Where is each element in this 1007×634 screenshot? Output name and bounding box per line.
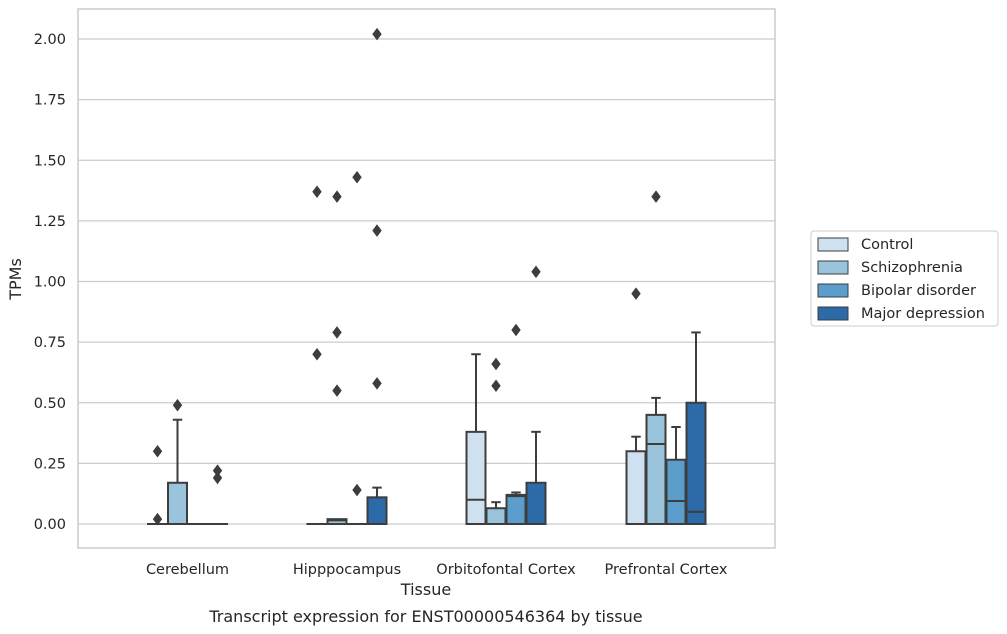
box [485,507,507,525]
box [465,430,487,526]
outlier-point [372,224,382,237]
box-group-orbitofontal-cortex [465,265,547,526]
box [665,458,687,525]
box [505,493,527,525]
outlier-point [352,483,362,497]
outlier-point [312,347,322,361]
plot-frame [77,8,776,549]
x-tick-label: Prefrontal Cortex [605,562,728,578]
y-tick-label: 0.75 [34,335,66,351]
outlier-point [312,185,322,199]
box-groups [147,27,707,526]
legend-swatch [817,237,849,252]
box [326,518,348,526]
outlier-point [212,464,223,477]
legend-label: Major depression [861,306,985,322]
legend-label: Schizophrenia [861,260,963,276]
outlier-point [372,377,382,390]
y-tick-label: 1.00 [34,275,66,291]
outlier-point [332,326,342,339]
y-tick-label: 0.00 [34,517,66,533]
legend-frame [810,230,999,327]
outlier-point [491,357,501,371]
x-axis-label: Tissue [400,580,451,599]
box [625,450,647,525]
x-tick-label: Orbitofontal Cortex [436,562,576,578]
outlier-point [511,323,521,337]
y-tick-labels: 0.00 0.25 0.50 0.75 1.00 1.25 1.50 1.75 2.00 [34,32,66,533]
legend-swatch [817,283,849,298]
y-tick-label: 1.50 [34,153,66,169]
chart-title: Transcript expression for ENST0000054636… [208,607,642,626]
y-tick-label: 2.00 [34,32,66,48]
outlier-point [651,190,661,203]
y-tick-label: 0.50 [34,396,66,412]
box-group-hipppocampus [306,27,388,526]
outlier-point [531,265,541,279]
x-tick-label: Cerebellum [146,562,229,578]
outlier-point [212,471,223,485]
legend-swatch [817,306,849,321]
legend-label: Control [861,237,913,253]
y-axis-label: TPMs [6,258,25,301]
legend-label: Bipolar disorder [861,283,976,299]
box [366,496,388,526]
outlier-point [332,190,342,203]
grid-lines [78,38,775,525]
outlier-point [352,170,362,184]
box-group-cerebellum [147,398,228,526]
outlier-point [152,444,163,458]
box [645,413,667,525]
y-tick-label: 1.25 [34,214,66,230]
outlier-point [491,379,501,393]
box [167,481,188,525]
box [525,481,547,525]
box [685,401,707,525]
box-group-prefrontal-cortex [625,190,707,525]
outlier-point [372,27,382,41]
x-tick-labels: Cerebellum Hipppocampus Orbitofontal Corte… [146,562,728,578]
outlier-point [332,384,342,397]
outlier-point [172,398,183,412]
y-tick-label: 0.25 [34,456,66,472]
legend: Control Schizophrenia Bipolar disorder Majo… [810,230,999,327]
legend-swatch [817,260,849,275]
outlier-point [152,512,163,526]
y-tick-label: 1.75 [34,93,66,109]
outlier-point [631,287,641,300]
x-tick-label: Hipppocampus [293,562,401,578]
